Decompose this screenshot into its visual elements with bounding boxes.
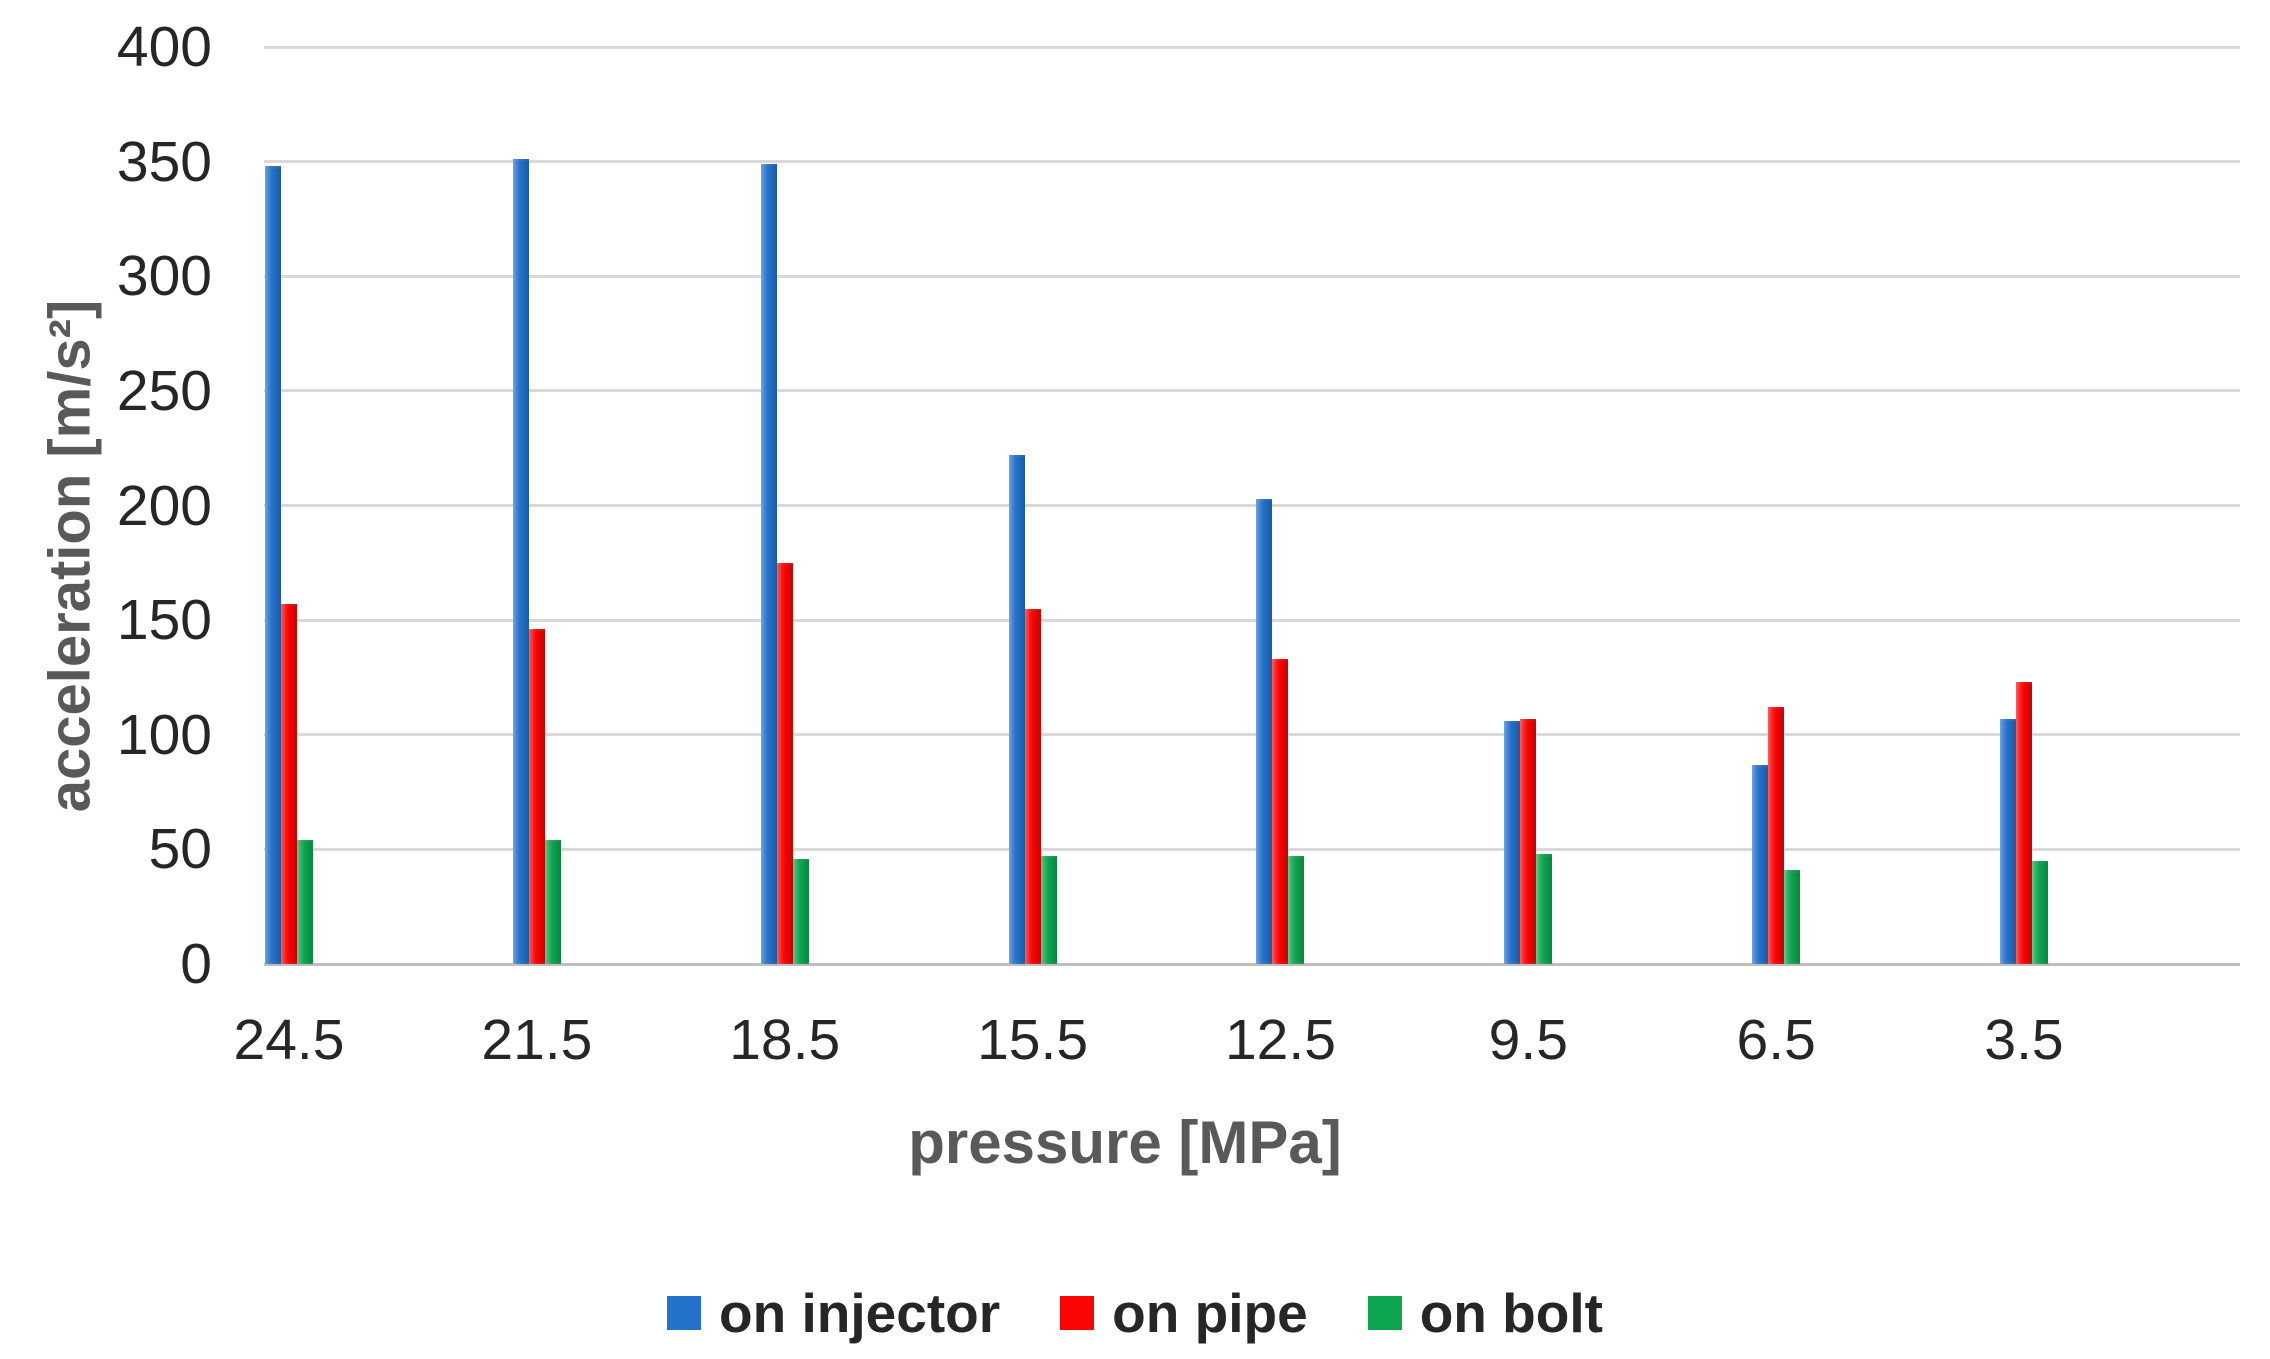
gridline bbox=[264, 847, 2240, 851]
y-tick-label: 250 bbox=[116, 358, 212, 423]
legend-item-on-injector[interactable]: on injector bbox=[667, 1283, 1000, 1343]
bar-on-pipe-3.5[interactable] bbox=[2016, 682, 2033, 964]
x-axis-line bbox=[264, 962, 2240, 966]
gridline bbox=[264, 504, 2240, 507]
legend-marker-on-injector-icon bbox=[667, 1296, 702, 1330]
bar-on-bolt-18.5[interactable] bbox=[792, 858, 809, 964]
bar-on-bolt-21.5[interactable] bbox=[544, 840, 561, 964]
x-tick-label: 3.5 bbox=[1984, 1008, 2064, 1072]
bar-on-injector-18.5[interactable] bbox=[760, 163, 777, 964]
y-tick-label: 0 bbox=[180, 932, 212, 996]
bar-on-bolt-3.5[interactable] bbox=[2032, 860, 2049, 964]
gridline bbox=[264, 733, 2240, 737]
gridline bbox=[264, 45, 2240, 49]
bar-on-pipe-15.5[interactable] bbox=[1024, 608, 1041, 964]
bar-on-injector-9.5[interactable] bbox=[1504, 720, 1521, 964]
x-tick-label: 6.5 bbox=[1736, 1008, 1816, 1072]
bar-on-injector-21.5[interactable] bbox=[512, 159, 529, 964]
x-tick-label: 18.5 bbox=[729, 1008, 841, 1072]
legend-marker-on-bolt-icon bbox=[1367, 1296, 1402, 1330]
gridline bbox=[264, 618, 2240, 622]
legend-label: on bolt bbox=[1419, 1282, 1603, 1344]
y-tick-label: 400 bbox=[116, 15, 212, 79]
bar-on-pipe-18.5[interactable] bbox=[776, 562, 793, 964]
legend-label: on injector bbox=[719, 1282, 1001, 1344]
gridline bbox=[264, 274, 2240, 278]
bar-on-bolt-9.5[interactable] bbox=[1536, 853, 1553, 964]
bar-on-injector-15.5[interactable] bbox=[1008, 455, 1025, 964]
x-axis-title: pressure [MPa] bbox=[908, 1109, 1342, 1176]
gridline bbox=[264, 160, 2240, 164]
x-tick-label: 21.5 bbox=[481, 1008, 593, 1072]
legend-item-on-pipe[interactable]: on pipe bbox=[1060, 1283, 1308, 1343]
bar-on-injector-24.5[interactable] bbox=[265, 166, 281, 964]
bar-on-injector-3.5[interactable] bbox=[2000, 718, 2017, 964]
bar-on-bolt-15.5[interactable] bbox=[1040, 856, 1057, 964]
bar-on-pipe-12.5[interactable] bbox=[1272, 659, 1289, 964]
x-tick-label: 24.5 bbox=[233, 1008, 345, 1072]
bar-on-pipe-6.5[interactable] bbox=[1768, 707, 1785, 964]
y-tick-label: 200 bbox=[116, 473, 212, 538]
y-tick-label: 350 bbox=[116, 129, 212, 194]
bar-on-pipe-24.5[interactable] bbox=[281, 604, 297, 964]
y-tick-label: 150 bbox=[116, 588, 212, 653]
y-tick-label: 300 bbox=[116, 244, 212, 309]
x-tick-label: 9.5 bbox=[1488, 1008, 1568, 1072]
gridline bbox=[264, 389, 2240, 393]
bar-on-bolt-12.5[interactable] bbox=[1288, 856, 1305, 964]
y-tick-label: 50 bbox=[148, 817, 212, 882]
x-tick-label: 12.5 bbox=[1224, 1008, 1336, 1072]
bar-on-pipe-9.5[interactable] bbox=[1520, 718, 1537, 964]
legend-item-on-bolt[interactable]: on bolt bbox=[1367, 1282, 1603, 1344]
legend: on injector on pipe on bolt bbox=[0, 1283, 2270, 1343]
bar-on-bolt-24.5[interactable] bbox=[297, 840, 313, 964]
legend-marker-on-pipe-icon bbox=[1060, 1296, 1095, 1330]
bar-on-injector-12.5[interactable] bbox=[1256, 498, 1273, 964]
bar-on-bolt-6.5[interactable] bbox=[1784, 870, 1801, 964]
legend-label: on pipe bbox=[1112, 1282, 1308, 1344]
bar-on-injector-6.5[interactable] bbox=[1752, 764, 1769, 964]
y-tick-label: 100 bbox=[116, 702, 212, 767]
x-tick-label: 15.5 bbox=[977, 1008, 1089, 1072]
bar-on-pipe-21.5[interactable] bbox=[528, 629, 545, 964]
